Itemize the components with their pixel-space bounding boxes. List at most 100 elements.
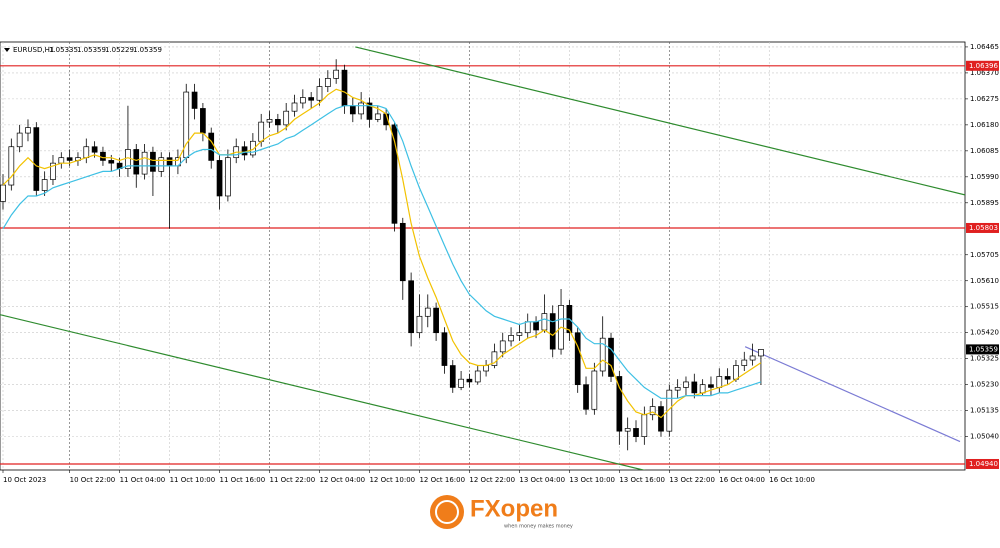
- logo-icon-ring: [435, 500, 459, 524]
- candle-body: [699, 384, 706, 394]
- candle-body: [441, 332, 448, 366]
- header: EURUSD,H1 1.05335 1.05359 1.05229 1.0535…: [4, 46, 162, 54]
- plot-area: [0, 41, 966, 471]
- candle-body: [358, 102, 364, 115]
- x-tick-label: 12 Oct 16:00: [419, 476, 465, 484]
- candle-body: [8, 146, 15, 186]
- candle-body: [225, 157, 231, 197]
- candle-body: [624, 428, 631, 432]
- level-label-box: [966, 60, 999, 71]
- header-open: 1.05335: [49, 46, 78, 54]
- y-tick-label: 1.05610: [970, 277, 999, 285]
- trendline: [744, 346, 961, 443]
- candle-body: [341, 69, 348, 107]
- candle-body: [616, 376, 623, 432]
- candle-body: [449, 365, 456, 388]
- x-tick-label: 13 Oct 04:00: [519, 476, 565, 484]
- y-tick-label: 1.06465: [970, 43, 999, 51]
- x-tick-label: 16 Oct 10:00: [769, 476, 815, 484]
- x-tick-label: 16 Oct 04:00: [719, 476, 765, 484]
- candle-body: [691, 381, 698, 394]
- candle-body: [683, 381, 689, 388]
- trendline: [0, 314, 646, 470]
- header-arrow: [4, 48, 10, 52]
- candle-body: [474, 370, 481, 383]
- x-tick-label: 11 Oct 16:00: [220, 476, 266, 484]
- candle-body: [458, 378, 464, 388]
- y-tick-label: 1.05990: [970, 173, 999, 181]
- level-label: 1.04940: [969, 460, 998, 468]
- candle-body: [50, 162, 56, 180]
- candle-body: [408, 280, 414, 334]
- candle-body: [366, 102, 373, 120]
- logo: FXopen when money makes money: [430, 495, 573, 530]
- candle-body: [391, 124, 398, 224]
- candle-body: [708, 384, 714, 388]
- candle-body: [16, 132, 23, 148]
- candle-body: [416, 315, 423, 334]
- y-tick-label: 1.05515: [970, 303, 999, 311]
- x-tick-label: 11 Oct 22:00: [270, 476, 316, 484]
- ma-line: [2, 88, 762, 419]
- y-tick-label: 1.05040: [970, 433, 999, 441]
- y-tick-label: 1.06370: [970, 69, 999, 77]
- header-close: 1.05359: [133, 46, 162, 54]
- x-tick-label: 12 Oct 04:00: [320, 476, 366, 484]
- candle-body: [216, 160, 223, 197]
- y-tick-label: 1.06180: [970, 121, 999, 129]
- candle-body: [666, 389, 673, 432]
- candle-body: [658, 406, 664, 432]
- y-tick-label: 1.05705: [970, 251, 999, 259]
- y-tick-label: 1.06275: [970, 95, 999, 103]
- candle-body: [41, 179, 48, 191]
- candle-body: [649, 406, 656, 416]
- candle-body: [25, 127, 31, 134]
- candle-body: [674, 387, 681, 391]
- candle-body: [133, 149, 140, 175]
- axes: 1.06465 1.06370 1.06275 1.06180 1.06085 1.059…: [2, 43, 999, 484]
- candle-body: [724, 376, 731, 380]
- candle-body: [524, 321, 531, 334]
- y-tick-label: 1.05895: [970, 199, 999, 207]
- candle-body: [166, 157, 173, 167]
- candle-body: [591, 370, 598, 410]
- x-tick-label: 11 Oct 10:00: [170, 476, 216, 484]
- marks: [0, 46, 965, 470]
- x-tick-label: 11 Oct 04:00: [120, 476, 166, 484]
- candle-body: [33, 127, 40, 191]
- grid: [0, 42, 965, 470]
- x-tick-label: 13 Oct 10:00: [569, 476, 615, 484]
- candle-body: [608, 337, 614, 377]
- x-tick-label: 13 Oct 22:00: [669, 476, 715, 484]
- candle-body: [91, 146, 98, 153]
- last-price-label: 1.05359: [969, 345, 998, 353]
- logo-icon: [430, 495, 464, 529]
- candle-body: [200, 108, 206, 134]
- candle-body: [158, 157, 165, 172]
- candle-body: [516, 332, 523, 336]
- candle-body: [299, 97, 306, 104]
- candle-body: [533, 321, 539, 331]
- candle-body: [716, 376, 723, 388]
- candle-body: [108, 160, 115, 164]
- candle-body: [141, 151, 148, 175]
- candle-body: [316, 86, 323, 101]
- candle-body: [83, 146, 90, 159]
- y-tick-label: 1.05230: [970, 381, 999, 389]
- candle-body: [100, 151, 106, 161]
- candle-body: [758, 349, 764, 357]
- candle-body: [283, 110, 290, 126]
- candle-body: [491, 351, 498, 366]
- candle-body: [291, 102, 298, 112]
- y-tick-label: 1.05135: [970, 407, 999, 415]
- level-label-box: [966, 222, 999, 233]
- candle-body: [266, 119, 273, 123]
- candle-body: [374, 113, 381, 120]
- trendline: [355, 46, 965, 196]
- last-price-box: [966, 344, 999, 355]
- candle-body: [433, 307, 439, 334]
- candle-body: [324, 78, 331, 87]
- candle-body: [208, 132, 215, 161]
- candle-body: [574, 332, 581, 386]
